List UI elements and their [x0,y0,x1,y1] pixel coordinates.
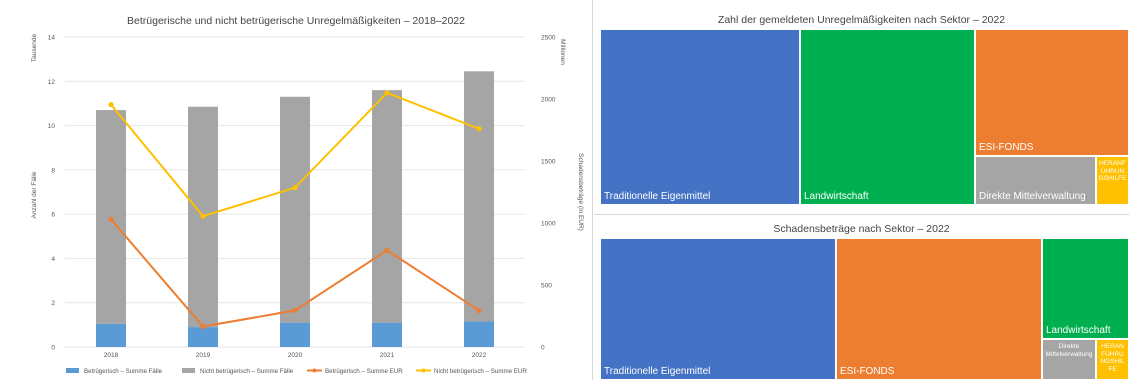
treemap-tile-label: HERANF ÜHRUN GSHILFE [1098,160,1127,182]
y2-tick-label: 500 [541,283,552,290]
legend-label: Nicht betrügerisch – Summe Fälle [200,368,294,375]
y2-tick-label: 2500 [541,35,556,42]
treemap-tile-label: HERAN FÜHRU NGSHIL FE [1100,343,1125,373]
y2-tick-label: 0 [541,345,545,352]
treemap-tile: Traditionelle Eigenmittel [600,29,800,205]
treemap-tile: Landwirtschaft [800,29,975,205]
treemap-cases-panel: Zahl der gemeldeten Unregelmäßigkeiten n… [594,0,1129,215]
y-tick-label: 4 [51,256,55,263]
treemap-tile: Traditionelle Eigenmittel [600,238,836,380]
y2-axis-title: Schadensbeträge (in EUR) [577,153,584,231]
y2-tick-label: 1000 [541,221,556,228]
bar-fraud-cases [464,321,494,347]
y-tick-label: 0 [51,345,55,352]
point-nonfraud-eur [384,90,390,96]
point-nonfraud-eur [200,213,206,219]
treemap-tile-label: Traditionelle Eigenmittel [604,366,711,377]
bar-nonfraud-cases [464,71,494,322]
treemap-tile: ESI-FONDS [975,29,1129,156]
point-fraud-eur [384,247,390,253]
treemap-tile: HERAN FÜHRU NGSHIL FE [1096,339,1129,380]
y-tick-label: 10 [48,123,56,130]
treemap-tile-label: Direkte Mittelverwaltung [979,191,1086,202]
legend-swatch [182,368,195,373]
legend-marker [421,368,426,373]
point-fraud-eur [200,323,206,330]
treemap-tile-label: Direkte Mittelverwaltung [1045,343,1093,358]
legend-swatch [66,368,79,373]
x-tick-label: 2019 [196,352,211,359]
legend-label: Betrügerisch – Summe EUR [325,368,403,375]
treemap-tile: HERANF ÜHRUN GSHILFE [1096,156,1129,205]
legend-label: Nicht betrügerisch – Summe EUR [434,368,527,375]
bar-fraud-cases [188,327,218,347]
treemap-tile-label: ESI-FONDS [840,366,895,377]
y-tick-label: 14 [48,35,56,42]
treemap-tile: ESI-FONDS [836,238,1042,380]
point-fraud-eur [292,307,298,314]
y2-tick-label: 1500 [541,159,556,166]
y-tick-label: 12 [48,79,56,86]
treemap-tile: Landwirtschaft [1042,238,1129,339]
bar-nonfraud-cases [372,90,402,323]
treemap-cases: Traditionelle Eigenmittel Landwirtschaft E… [600,29,1129,205]
y-tick-label: 8 [51,167,55,174]
treemap-tile-label: Landwirtschaft [804,191,869,202]
point-nonfraud-eur [292,185,298,191]
combo-chart-title: Betrügerische und nicht betrügerische Un… [127,15,465,27]
treemap-tile: Direkte Mittelverwaltung [1042,339,1096,380]
point-fraud-eur [108,216,114,222]
y-axis-unit: Tausende [31,34,38,63]
point-nonfraud-eur [476,126,482,132]
treemap-amounts: Traditionelle Eigenmittel ESI-FONDS Landwi… [600,238,1129,380]
bar-fraud-cases [280,322,310,347]
legend-label: Betrügerisch – Summe Fälle [84,368,163,375]
bar-fraud-cases [96,323,126,347]
treemap-tile: Direkte Mittelverwaltung [975,156,1096,205]
y2-tick-label: 2000 [541,97,556,104]
y-axis-title: Anzahl der Fälle [31,171,38,218]
x-tick-label: 2018 [104,352,119,359]
treemap-amounts-panel: Schadensbeträge nach Sektor – 2022 Tradi… [594,216,1129,380]
x-tick-label: 2022 [472,352,487,359]
y-tick-label: 2 [51,300,55,307]
y2-axis-unit: Millionen [559,39,566,65]
treemap-cases-title: Zahl der gemeldeten Unregelmäßigkeiten n… [717,14,1006,26]
treemap-tile-label: Traditionelle Eigenmittel [604,191,711,202]
x-tick-label: 2020 [288,352,303,359]
treemap-tile-label: Landwirtschaft [1046,325,1111,336]
x-tick-label: 2021 [380,352,395,359]
legend-marker [312,368,317,373]
bar-fraud-cases [372,322,402,347]
treemap-tile-label: ESI-FONDS [979,142,1034,153]
bar-nonfraud-cases [280,96,310,323]
y-tick-label: 6 [51,212,55,219]
point-nonfraud-eur [108,101,114,108]
point-fraud-eur [476,307,482,314]
combo-chart: Betrügerische und nicht betrügerische Un… [31,15,584,375]
combo-chart-panel: Betrügerische und nicht betrügerische Un… [31,0,593,380]
treemap-amounts-title: Schadensbeträge nach Sektor – 2022 [773,223,950,235]
